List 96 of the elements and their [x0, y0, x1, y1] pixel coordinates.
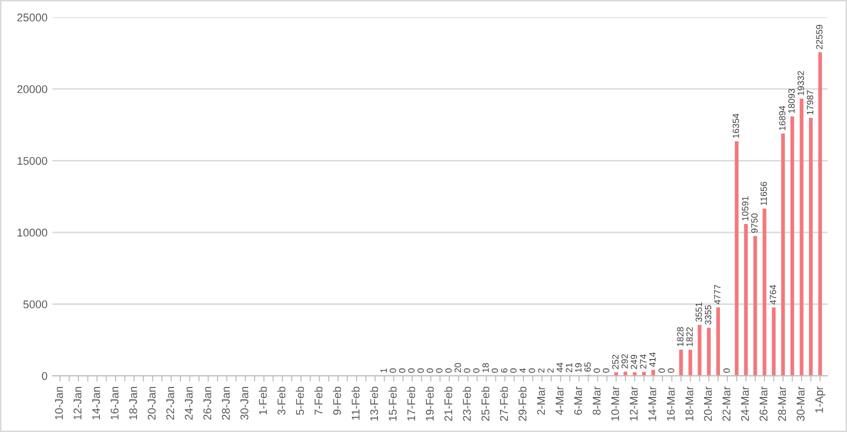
data-label: 16354	[732, 114, 740, 138]
data-label: 22559	[816, 24, 823, 50]
x-tick-label: 28-Jan	[222, 386, 230, 420]
data-label: 18	[482, 363, 489, 372]
x-tick-label: 18-Jan	[129, 386, 138, 420]
x-tick-label: 12-Jan	[74, 386, 82, 420]
data-label: 0	[418, 368, 424, 373]
data-label: 0	[510, 368, 517, 373]
x-tick-label: 30-Jan	[240, 386, 248, 420]
y-tick-label: 10000	[18, 228, 48, 237]
x-tick-label: 13-Feb	[370, 386, 378, 421]
x-tick-label: 1-Apr	[815, 386, 826, 413]
x-tick-label: 15-Feb	[388, 386, 397, 421]
data-label: 65	[584, 362, 591, 372]
x-tick-label: 30-Mar	[796, 386, 805, 422]
x-tick-label: 1-Feb	[258, 386, 267, 414]
data-label: 274	[640, 354, 646, 369]
data-label: 11656	[760, 182, 767, 206]
data-label: 0	[408, 368, 415, 373]
data-label: 2	[547, 368, 554, 373]
data-label: 17987	[806, 90, 814, 114]
x-tick-label: 5-Feb	[296, 386, 304, 415]
x-tick-label: 17-Feb	[407, 386, 416, 421]
y-tick-label: 5000	[23, 300, 48, 308]
x-tick-label: 2-Mar	[537, 386, 545, 415]
x-tick-label: 10-Mar	[611, 386, 620, 421]
x-tick-label: 28-Mar	[778, 386, 786, 421]
data-label: 19332	[798, 71, 804, 96]
data-label: 0	[594, 368, 600, 373]
data-label: 0	[528, 368, 536, 373]
x-tick-label: 21-Feb	[444, 386, 452, 421]
data-label: 20	[454, 363, 461, 372]
x-tick-label: 8-Mar	[592, 386, 601, 415]
data-label: 18093	[788, 88, 795, 113]
data-label: 4764	[770, 284, 776, 305]
data-label: 16894	[779, 106, 786, 130]
data-label: 0	[445, 368, 452, 373]
data-label: 21	[566, 363, 572, 372]
x-tick-label: 18-Mar	[685, 386, 694, 421]
x-tick-label: 22-Jan	[166, 386, 174, 420]
x-tick-label: 22-Mar	[722, 386, 730, 421]
data-label: 0	[473, 368, 480, 373]
x-tick-label: 10-Jan	[55, 386, 63, 420]
data-label: 44	[556, 362, 563, 372]
data-label: 6	[500, 368, 508, 373]
data-label: 1822	[686, 327, 693, 346]
data-label: 0	[492, 368, 498, 373]
data-label: 4777	[714, 284, 720, 304]
data-label: 2	[538, 368, 544, 373]
x-tick-label: 14-Mar	[648, 386, 656, 421]
x-tick-label: 3-Feb	[277, 386, 286, 415]
x-tick-label: 7-Feb	[314, 386, 322, 415]
x-tick-label: 16-Mar	[666, 386, 675, 421]
data-label: 292	[621, 354, 628, 368]
data-label: 249	[630, 354, 638, 370]
x-tick-label: 26-Jan	[203, 386, 212, 420]
data-label: 9750	[751, 213, 758, 233]
data-label: 3551	[696, 302, 702, 322]
data-label: 10591	[742, 196, 748, 220]
data-label: 414	[649, 352, 656, 367]
x-tick-label: 11-Feb	[351, 386, 360, 420]
x-tick-label: 20-Jan	[148, 386, 156, 420]
data-label: 0	[464, 368, 470, 373]
data-label: 0	[390, 368, 396, 373]
x-tick-label: 24-Jan	[184, 386, 193, 420]
data-label: 1828	[677, 327, 684, 346]
data-label: 0	[658, 368, 665, 373]
data-label: 1	[380, 368, 387, 372]
data-label: 0	[426, 368, 434, 373]
data-label: 0	[723, 368, 730, 373]
data-label: 3355	[704, 305, 712, 325]
y-tick-label: 20000	[17, 85, 48, 94]
x-tick-label: 16-Jan	[110, 386, 119, 420]
x-tick-label: 6-Mar	[574, 386, 582, 415]
x-tick-label: 24-Mar	[741, 386, 749, 421]
x-tick-label: 9-Feb	[332, 386, 342, 415]
data-label: 4	[520, 368, 526, 373]
data-label: 0	[398, 368, 406, 373]
data-label: 0	[602, 368, 610, 373]
y-tick-label: 15000	[18, 156, 48, 165]
x-tick-label: 25-Feb	[481, 386, 490, 421]
x-tick-label: 19-Feb	[426, 386, 434, 421]
x-tick-label: 14-Jan	[92, 386, 100, 420]
x-tick-label: 27-Feb	[500, 386, 508, 421]
y-tick-label: 25000	[17, 14, 48, 22]
y-tick-label: 0	[42, 372, 48, 380]
x-tick-label: 29-Feb	[518, 386, 526, 421]
x-tick-label: 23-Feb	[462, 386, 471, 421]
data-label: 0	[436, 368, 442, 373]
data-label: 252	[612, 354, 619, 369]
x-tick-label: 20-Mar	[704, 386, 712, 421]
data-label: 19	[575, 363, 582, 372]
x-tick-label: 4-Mar	[556, 386, 564, 416]
x-tick-label: 12-Mar	[630, 386, 638, 421]
x-tick-label: 26-Mar	[760, 386, 768, 421]
data-label: 0	[668, 368, 674, 373]
